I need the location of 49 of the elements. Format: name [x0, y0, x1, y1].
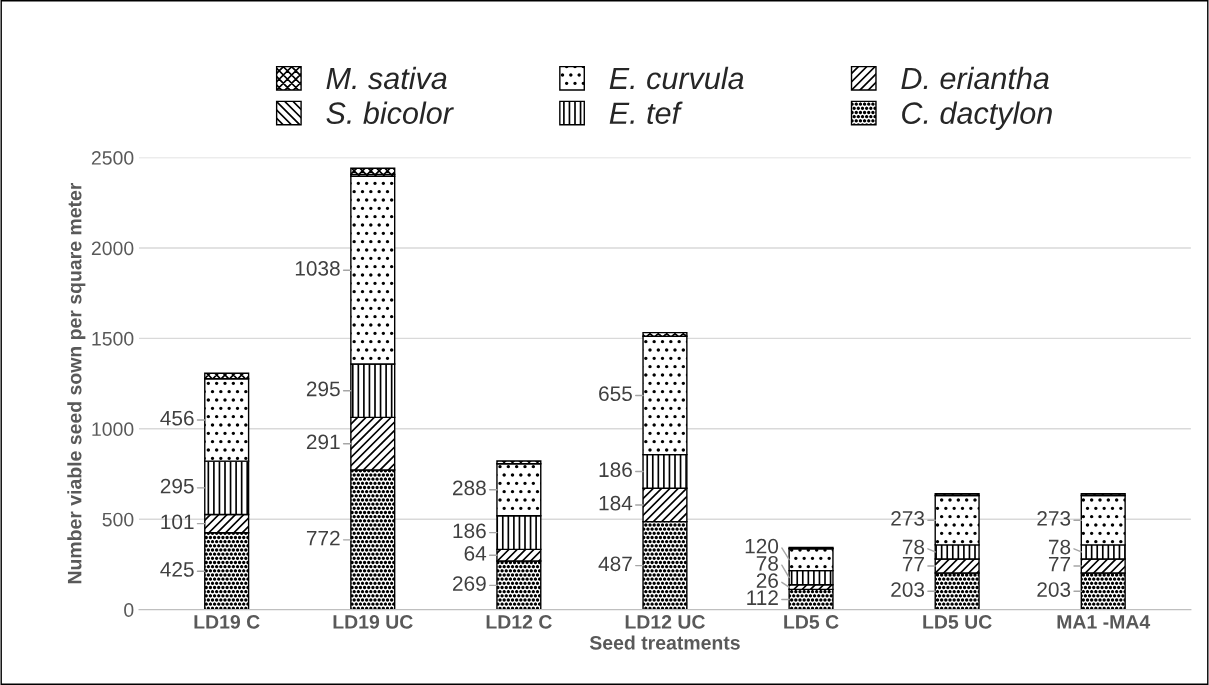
data-label: 203 [891, 582, 925, 597]
data-label: 77 [1048, 557, 1071, 572]
data-label: 269 [453, 576, 486, 591]
x-tick-label: LD19 UC [333, 615, 413, 629]
legend-label: E. curvula [609, 66, 744, 90]
data-label: 203 [1037, 582, 1071, 597]
x-axis-title: Seed treatments [589, 635, 740, 650]
x-tick-label: LD12 UC [625, 615, 705, 629]
data-label: 295 [306, 381, 340, 397]
data-label: 78 [756, 556, 778, 571]
data-label: 77 [902, 557, 924, 572]
y-tick-label: 500 [102, 512, 134, 527]
data-label: 186 [453, 523, 486, 539]
data-label: 273 [1037, 511, 1071, 526]
data-label: 273 [891, 511, 925, 526]
y-tick-label: 1500 [92, 331, 134, 346]
legend-label: E. tef [609, 101, 683, 125]
x-tick-label: LD5 UC [923, 615, 992, 629]
data-label: 78 [1048, 539, 1071, 555]
y-tick-label: 1000 [92, 422, 134, 437]
data-label: 112 [747, 590, 778, 605]
data-label: 456 [160, 410, 194, 426]
legend-label: D. eriantha [901, 66, 1049, 90]
data-label: 101 [161, 514, 194, 530]
x-tick-label: LD19 C [194, 615, 260, 629]
x-tick-label: LD12 C [486, 615, 552, 629]
data-label: 1038 [295, 261, 340, 276]
y-tick-label: 2000 [91, 241, 134, 256]
data-label: 487 [598, 556, 632, 572]
x-tick-label: MA1 -MA4 [1057, 615, 1151, 629]
data-label: 291 [306, 434, 340, 450]
data-label: 186 [599, 462, 632, 478]
data-label: 64 [464, 546, 487, 561]
data-label: 295 [160, 478, 194, 494]
data-label: 184 [599, 495, 633, 511]
legend-label: S. bicolor [326, 101, 454, 125]
data-label: 655 [599, 386, 632, 402]
legend-label: C. dactylon [902, 101, 1052, 131]
y-tick-label: 2500 [91, 151, 134, 165]
y-axis-title: Number viable seed sown per square meter [67, 182, 86, 584]
data-label: 120 [745, 538, 779, 554]
data-label: 26 [756, 573, 778, 588]
data-label: 425 [160, 562, 194, 577]
x-tick-label: LD5 C [784, 615, 839, 629]
legend-label: M. sativa [326, 66, 447, 90]
data-label: 78 [902, 539, 925, 555]
y-tick-label: 0 [124, 603, 134, 617]
data-label: 288 [453, 480, 486, 496]
data-label: 772 [306, 530, 340, 546]
